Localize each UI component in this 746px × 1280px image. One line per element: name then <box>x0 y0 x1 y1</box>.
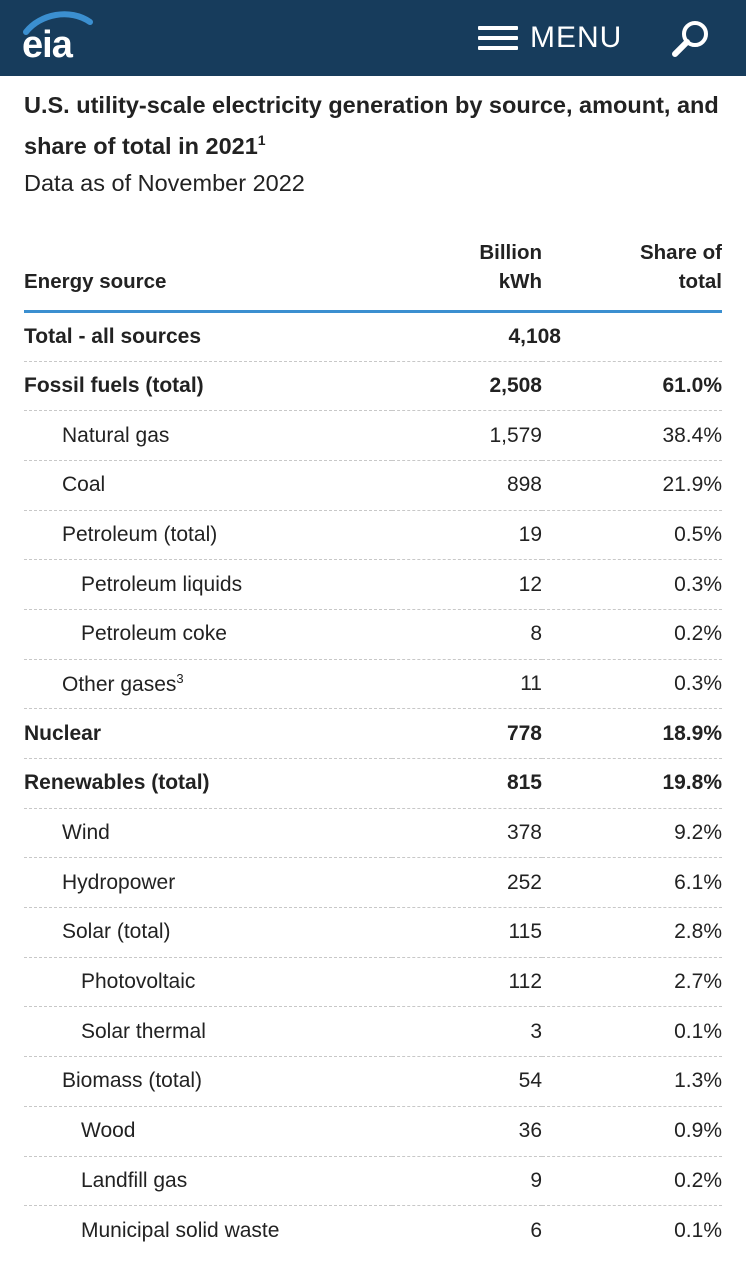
page-title-text: U.S. utility-scale electricity generatio… <box>24 92 719 159</box>
row-share-of-total: 0.9% <box>542 1106 722 1157</box>
row-source: Coal <box>24 460 392 511</box>
header-share-of-total: Share of total <box>542 237 722 313</box>
row-source: Renewables (total) <box>24 758 392 809</box>
row-billion-kwh: 778 <box>392 708 542 760</box>
row-share-of-total: 0.2% <box>542 1156 722 1207</box>
eia-logo[interactable]: eia <box>22 10 102 66</box>
row-footnote[interactable]: 3 <box>176 670 184 686</box>
row-billion-kwh: 36 <box>392 1106 542 1157</box>
table-row: Landfill gas 9 0.2% <box>24 1156 722 1207</box>
row-source: Photovoltaic <box>24 957 392 1008</box>
row-source: Petroleum coke <box>24 609 392 660</box>
table-row: Petroleum coke 8 0.2% <box>24 609 722 660</box>
table-row: Municipal solid waste 6 0.1% <box>24 1206 722 1256</box>
row-billion-kwh: 11 <box>392 659 542 710</box>
row-share-of-total <box>542 311 722 362</box>
table-row: Hydropower 252 6.1% <box>24 857 722 909</box>
table-row: Petroleum (total) 19 0.5% <box>24 510 722 561</box>
table-row: Biomass (total) 54 1.3% <box>24 1056 722 1107</box>
row-billion-kwh: 4,108 <box>392 311 561 362</box>
table-row: Photovoltaic 112 2.7% <box>24 957 722 1008</box>
row-share-of-total: 2.8% <box>542 907 722 958</box>
search-icon <box>672 21 708 57</box>
hamburger-icon <box>478 24 518 52</box>
table-row: Fossil fuels (total) 2,508 61.0% <box>24 361 722 412</box>
top-nav-bar: eia MENU <box>0 0 746 76</box>
menu-label: MENU <box>530 21 623 54</box>
row-source: Other gases3 <box>24 659 392 710</box>
table-row: Solar (total) 115 2.8% <box>24 907 722 958</box>
row-billion-kwh: 54 <box>392 1056 542 1107</box>
row-source: Natural gas <box>24 410 392 461</box>
row-source: Hydropower <box>24 857 392 909</box>
row-billion-kwh: 2,508 <box>392 361 542 412</box>
generation-table: Energy source Billion kWh Share of total T… <box>24 237 722 1256</box>
row-source: Nuclear <box>24 708 392 760</box>
row-source: Petroleum liquids <box>24 559 392 610</box>
row-billion-kwh: 19 <box>392 510 542 561</box>
row-share-of-total: 2.7% <box>542 957 722 1008</box>
table-header-row: Energy source Billion kWh Share of total <box>24 237 722 313</box>
row-share-of-total: 61.0% <box>542 361 722 412</box>
row-share-of-total: 0.2% <box>542 609 722 660</box>
row-source: Municipal solid waste <box>81 1218 280 1242</box>
row-source: Landfill gas <box>24 1156 392 1207</box>
table-row: Petroleum liquids 12 0.3% <box>24 559 722 610</box>
row-share-of-total: 19.8% <box>542 758 722 809</box>
table-row: Natural gas 1,579 38.4% <box>24 410 722 461</box>
row-billion-kwh: 3 <box>392 1006 542 1058</box>
row-billion-kwh: 6 <box>530 1218 542 1242</box>
logo-text: eia <box>22 24 73 66</box>
row-share-of-total: 0.1% <box>674 1218 722 1242</box>
row-source: Wind <box>24 808 392 859</box>
page-title: U.S. utility-scale electricity generatio… <box>24 88 722 164</box>
row-share-of-total: 6.1% <box>542 857 722 909</box>
row-source: Biomass (total) <box>24 1056 392 1107</box>
row-billion-kwh: 1,579 <box>392 410 542 461</box>
row-source: Solar thermal <box>24 1006 392 1058</box>
row-share-of-total: 0.5% <box>542 510 722 561</box>
row-billion-kwh: 252 <box>392 857 542 909</box>
row-billion-kwh: 898 <box>392 460 542 511</box>
row-billion-kwh: 115 <box>392 907 542 958</box>
row-share-of-total: 0.3% <box>542 559 722 610</box>
title-footnote[interactable]: 1 <box>257 132 266 148</box>
table-row: Nuclear 778 18.9% <box>24 708 722 760</box>
row-source: Petroleum (total) <box>24 510 392 561</box>
table-row: Wind 378 9.2% <box>24 808 722 859</box>
search-button[interactable] <box>668 16 714 62</box>
main-content: U.S. utility-scale electricity generatio… <box>0 88 746 1255</box>
logo-arc-icon <box>23 11 93 35</box>
page-subtitle: Data as of November 2022 <box>24 169 305 196</box>
table-row: Wood 36 0.9% <box>24 1106 722 1157</box>
row-share-of-total: 21.9% <box>542 460 722 511</box>
row-billion-kwh: 815 <box>392 758 542 809</box>
row-billion-kwh: 8 <box>392 609 542 660</box>
row-share-of-total: 1.3% <box>542 1056 722 1107</box>
row-share-of-total: 0.3% <box>542 659 722 710</box>
row-billion-kwh: 112 <box>392 957 542 1008</box>
row-share-of-total: 0.1% <box>542 1006 722 1058</box>
menu-button[interactable]: MENU <box>478 18 622 58</box>
header-billion-kwh: Billion kWh <box>392 237 542 313</box>
table-row: Solar thermal 3 0.1% <box>24 1006 722 1058</box>
table-row: Coal 898 21.9% <box>24 460 722 511</box>
row-source: Wood <box>24 1106 392 1157</box>
row-source: Fossil fuels (total) <box>24 361 392 412</box>
row-share-of-total: 9.2% <box>542 808 722 859</box>
header-energy-source: Energy source <box>24 237 392 313</box>
table-row: Renewables (total) 815 19.8% <box>24 758 722 809</box>
row-source: Solar (total) <box>24 907 392 958</box>
row-billion-kwh: 378 <box>392 808 542 859</box>
row-billion-kwh: 9 <box>392 1156 542 1207</box>
row-share-of-total: 18.9% <box>542 708 722 760</box>
row-source: Total - all sources <box>24 311 392 362</box>
row-billion-kwh: 12 <box>392 559 542 610</box>
table-row: Other gases3 11 0.3% <box>24 659 722 710</box>
table-row: Total - all sources 4,108 <box>24 311 722 362</box>
row-share-of-total: 38.4% <box>542 410 722 461</box>
